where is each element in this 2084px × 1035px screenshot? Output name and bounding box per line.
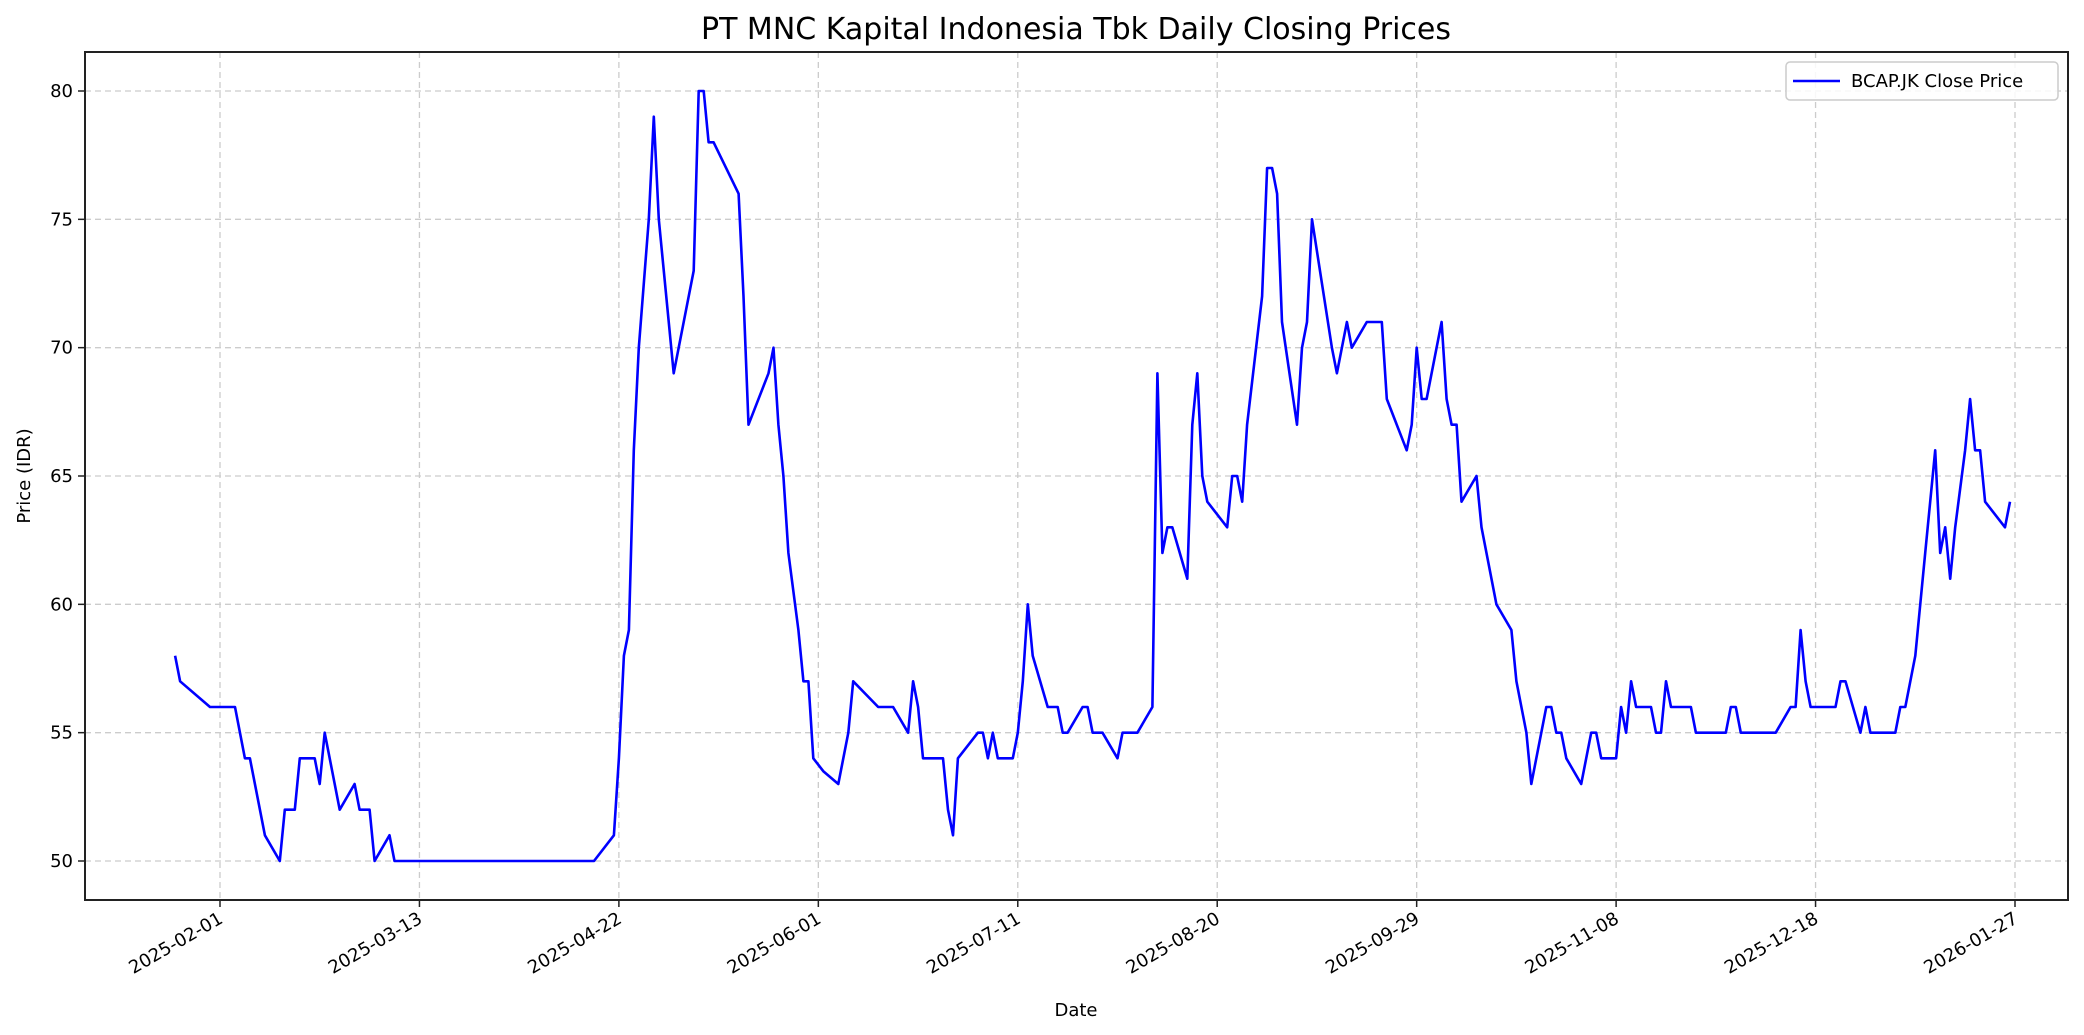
chart-title: PT MNC Kapital Indonesia Tbk Daily Closi… [701, 12, 1451, 47]
x-tick-label: 2026-01-27 [1920, 908, 2021, 978]
gridlines [85, 52, 2068, 900]
x-tick-label: 2025-04-22 [524, 908, 625, 978]
y-axis: 50 55 60 65 70 75 80 [50, 81, 85, 872]
y-axis-label: Price (IDR) [14, 428, 35, 523]
y-tick-label: 55 [50, 723, 73, 744]
x-tick-label: 2025-07-11 [923, 908, 1024, 978]
y-tick-label: 50 [50, 851, 73, 872]
y-tick-label: 70 [50, 338, 73, 359]
y-tick-label: 80 [50, 81, 73, 102]
x-tick-label: 2025-02-01 [125, 908, 226, 978]
legend-box [1785, 61, 2059, 101]
x-tick-label: 2025-08-20 [1123, 908, 1224, 978]
x-tick-label: 2025-09-29 [1322, 908, 1423, 978]
legend-label: BCAP.JK Close Price [1851, 71, 2023, 92]
x-tick-label: 2025-06-01 [724, 908, 825, 978]
x-axis-label: Date [1054, 1000, 1097, 1021]
y-tick-label: 65 [50, 466, 73, 487]
y-tick-label: 75 [50, 209, 73, 230]
x-tick-label: 2025-11-08 [1522, 908, 1623, 978]
y-tick-label: 60 [50, 594, 73, 615]
x-tick-label: 2025-12-18 [1721, 908, 1822, 978]
legend: BCAP.JK Close Price [1785, 61, 2059, 101]
plot-area [84, 51, 2069, 901]
x-tick-label: 2025-03-13 [325, 908, 426, 978]
x-axis: 2025-02-01 2025-03-13 2025-04-22 2025-06-01… [125, 900, 2022, 979]
price-line [173, 89, 2012, 863]
